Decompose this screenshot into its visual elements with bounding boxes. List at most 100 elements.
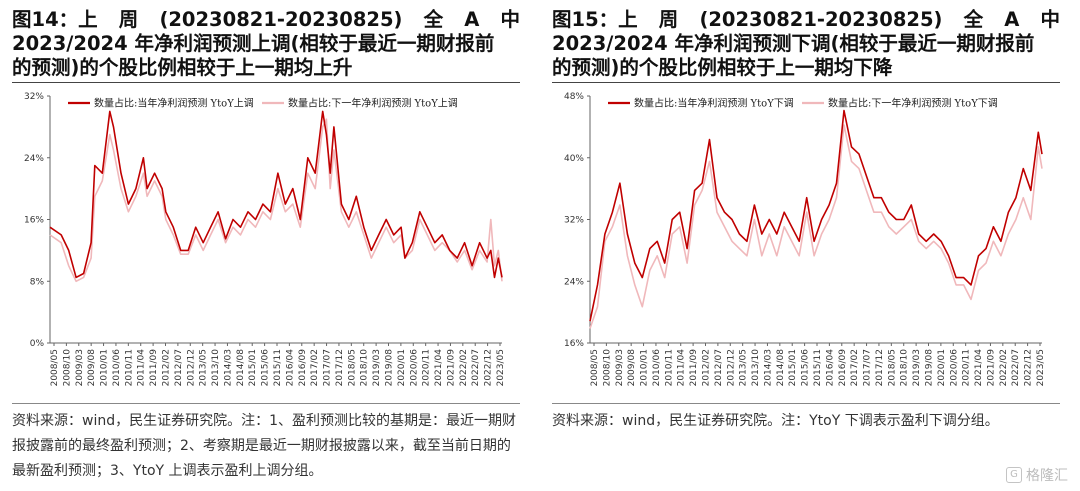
y-tick-label: 16% <box>24 216 44 226</box>
x-tick-label: 2013/10 <box>211 349 221 387</box>
x-tick-label: 2020/01 <box>937 349 947 386</box>
x-tick-label: 2016/04 <box>825 349 835 387</box>
x-tick-label: 2022/12 <box>1024 349 1034 386</box>
right-source-rule <box>552 403 1060 404</box>
y-tick-label: 0% <box>30 339 45 349</box>
legend-label: 数量占比:当年净利润预测 YtoY下调 <box>634 97 794 110</box>
right-title-seg: 中 <box>1040 8 1060 31</box>
x-tick-label: 2017/12 <box>875 349 885 386</box>
x-tick-label: 2011/04 <box>677 349 687 387</box>
y-tick-label: 48% <box>564 92 584 102</box>
x-tick-label: 2017/07 <box>863 349 873 386</box>
right-figure-panel: 图15：上 周 (20230821-20230825) 全 A 中 2023/2… <box>552 0 1072 491</box>
x-tick-label: 2014/03 <box>763 349 773 386</box>
right-title-seg: 全 <box>963 8 984 31</box>
x-tick-label: 2008/10 <box>62 349 72 387</box>
y-tick-label: 32% <box>24 92 44 102</box>
left-figure-title: 图14：上 周 (20230821-20230825) 全 A 中 2023/2… <box>12 8 520 80</box>
y-tick-label: 16% <box>564 339 584 349</box>
left-line-chart: 0% 8% 16% 24% 32% 2008/05 2008/10 2009/03 2009/0… <box>24 92 506 387</box>
y-tick-label: 24% <box>564 277 584 287</box>
left-source-note: 资料来源：wind，民生证券研究院。注：1、盈利预测比较的基期是：最近一期财报披… <box>12 413 517 479</box>
x-tick-label: 2018/05 <box>347 349 357 386</box>
x-tick-label: 2008/05 <box>50 349 60 386</box>
x-tick-label: 2016/04 <box>285 349 295 387</box>
x-tick-label: 2022/07 <box>471 349 481 386</box>
x-tick-label: 2015/06 <box>801 349 811 387</box>
watermark-logo-icon: G <box>1006 467 1022 483</box>
x-tick-label: 2009/08 <box>627 349 637 387</box>
y-tick-label: 32% <box>564 216 584 226</box>
x-tick-label: 2016/09 <box>298 349 308 387</box>
x-tick-label: 2015/01 <box>788 349 798 386</box>
legend-label: 数量占比:下一年净利润预测 YtoY上调 <box>288 97 458 110</box>
left-title-line-3: 的预测)的个股比例相较于上一期均上升 <box>12 56 353 79</box>
legend-label: 数量占比:下一年净利润预测 YtoY下调 <box>828 97 998 110</box>
x-tick-label: 2013/05 <box>199 349 209 386</box>
x-tick-label: 2010/01 <box>100 349 110 386</box>
legend-entry: 数量占比:下一年净利润预测 YtoY上调 <box>262 97 458 110</box>
x-tick-label: 2019/03 <box>912 349 922 386</box>
x-tick-label: 2018/05 <box>887 349 897 386</box>
right-title-line-1: 图15：上 周 (20230821-20230825) 全 A 中 <box>552 8 1060 32</box>
x-tick-label: 2021/04 <box>434 349 444 387</box>
x-tick-label: 2012/07 <box>174 349 184 386</box>
left-source-rule <box>12 403 520 404</box>
x-tick-label: 2012/12 <box>186 349 196 386</box>
x-tick-label: 2017/12 <box>335 349 345 386</box>
x-tick-label: 2019/03 <box>372 349 382 386</box>
x-tick-label: 2012/02 <box>702 349 712 386</box>
x-tick-label: 2014/03 <box>223 349 233 386</box>
right-line-chart: 16% 24% 32% 40% 48% 2008/05 2008/10 2009/03 2009… <box>564 92 1046 387</box>
left-title-rule <box>12 82 520 83</box>
left-title-line-2: 2023/2024 年净利润预测上调(相较于最近一期财报前 <box>12 32 495 55</box>
x-tick-label: 2013/10 <box>751 349 761 387</box>
x-tick-label: 2017/02 <box>850 349 860 386</box>
x-tick-label: 2015/06 <box>261 349 271 387</box>
left-title-line-1: 图14：上 周 (20230821-20230825) 全 A 中 <box>12 8 520 32</box>
y-tick-label: 40% <box>564 154 584 164</box>
legend-label: 数量占比:当年净利润预测 YtoY上调 <box>94 97 254 110</box>
x-tick-label: 2010/11 <box>664 349 674 386</box>
x-tick-label: 2014/08 <box>776 349 786 387</box>
x-tick-label: 2022/07 <box>1011 349 1021 386</box>
x-tick-label: 2010/06 <box>112 349 122 387</box>
x-tick-label: 2015/11 <box>813 349 823 386</box>
right-title-rule <box>552 82 1060 83</box>
x-tick-label: 2014/08 <box>236 349 246 387</box>
x-tick-label: 2022/02 <box>459 349 469 386</box>
left-title-seg: 中 <box>500 8 520 31</box>
x-tick-label: 2021/04 <box>974 349 984 387</box>
left-title-seg: 周 <box>118 8 139 31</box>
left-title-seg: 图14：上 <box>12 8 98 31</box>
x-tick-label: 2023/05 <box>1036 349 1046 386</box>
legend-entry: 数量占比:当年净利润预测 YtoY上调 <box>68 97 254 110</box>
right-figure-title: 图15：上 周 (20230821-20230825) 全 A 中 2023/2… <box>552 8 1060 80</box>
right-title-seg: 周 <box>658 8 679 31</box>
x-tick-label: 2012/02 <box>162 349 172 386</box>
right-title-line-3: 的预测)的个股比例相较于上一期均下降 <box>552 56 893 79</box>
x-tick-label: 2020/06 <box>949 349 959 387</box>
left-title-seg: 全 <box>423 8 444 31</box>
x-tick-label: 2022/12 <box>484 349 494 386</box>
x-tick-label: 2015/01 <box>248 349 258 386</box>
x-tick-label: 2018/10 <box>900 349 910 387</box>
x-tick-label: 2011/09 <box>149 349 159 387</box>
x-tick-label: 2017/02 <box>310 349 320 386</box>
series-line-next-year <box>589 124 1043 329</box>
right-source-note: 资料来源：wind，民生证券研究院。注：YtoY 下调表示盈利下调分组。 <box>552 413 999 429</box>
x-tick-label: 2019/08 <box>385 349 395 387</box>
x-tick-label: 2010/01 <box>640 349 650 386</box>
watermark-text: 格隆汇 <box>1026 468 1068 484</box>
series-line-next-year <box>49 118 503 283</box>
x-tick-label: 2019/08 <box>925 349 935 387</box>
left-figure-panel: 图14：上 周 (20230821-20230825) 全 A 中 2023/2… <box>12 0 532 491</box>
x-tick-label: 2012/12 <box>726 349 736 386</box>
x-tick-label: 2013/05 <box>739 349 749 386</box>
watermark: G 格隆汇 <box>1006 465 1068 485</box>
x-tick-label: 2021/09 <box>446 349 456 387</box>
x-tick-label: 2020/11 <box>962 349 972 386</box>
series-line-current-year <box>589 109 1043 322</box>
x-tick-label: 2010/06 <box>652 349 662 387</box>
x-tick-label: 2020/06 <box>409 349 419 387</box>
